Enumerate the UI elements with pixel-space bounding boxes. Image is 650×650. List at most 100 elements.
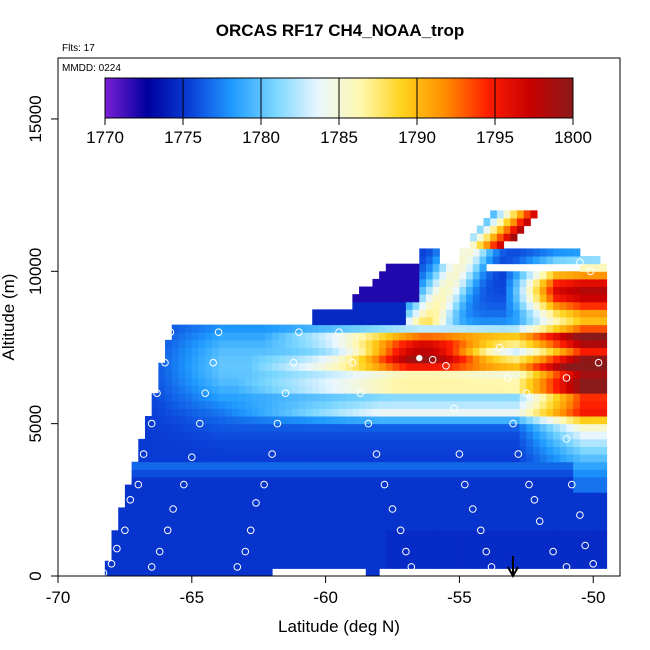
field-cell bbox=[171, 545, 179, 554]
field-cell bbox=[225, 499, 233, 508]
field-cell bbox=[499, 423, 507, 432]
field-cell bbox=[452, 438, 460, 447]
field-cell bbox=[325, 560, 333, 569]
field-cell bbox=[345, 385, 353, 394]
field-cell bbox=[486, 469, 494, 478]
field-cell bbox=[385, 355, 394, 364]
field-cell bbox=[559, 416, 567, 425]
field-cell bbox=[506, 461, 514, 470]
field-cell bbox=[399, 286, 407, 295]
field-cell bbox=[492, 530, 501, 539]
field-cell bbox=[191, 355, 199, 364]
field-cell bbox=[526, 248, 534, 257]
field-cell bbox=[272, 469, 280, 478]
field-cell bbox=[519, 256, 527, 265]
field-cell bbox=[419, 332, 427, 341]
field-cell bbox=[486, 461, 494, 470]
field-cell bbox=[339, 484, 347, 493]
field-cell bbox=[573, 271, 581, 280]
field-cell bbox=[432, 271, 440, 280]
field-cell bbox=[332, 454, 340, 463]
field-cell bbox=[466, 271, 474, 280]
field-cell bbox=[332, 492, 340, 501]
field-cell bbox=[171, 537, 179, 547]
field-cell bbox=[225, 339, 233, 348]
field-cell bbox=[198, 568, 206, 576]
field-cell bbox=[104, 568, 113, 576]
field-cell bbox=[499, 355, 507, 364]
flights-annotation: Flts: 17 bbox=[62, 43, 95, 54]
field-cell bbox=[533, 339, 541, 348]
field-cell bbox=[526, 522, 534, 531]
field-cell bbox=[385, 263, 394, 272]
field-cell bbox=[472, 431, 480, 440]
field-cell bbox=[439, 484, 447, 493]
field-cell bbox=[298, 446, 307, 455]
field-cell bbox=[352, 408, 360, 417]
field-cell bbox=[292, 476, 300, 486]
field-cell bbox=[185, 385, 193, 394]
field-cell bbox=[198, 355, 206, 364]
field-cell bbox=[566, 278, 574, 288]
field-cell bbox=[472, 408, 480, 417]
field-cell bbox=[446, 515, 454, 524]
field-cell bbox=[218, 446, 226, 455]
field-cell bbox=[459, 522, 467, 531]
field-cell bbox=[325, 324, 333, 333]
track-point bbox=[166, 328, 175, 337]
field-cell bbox=[432, 278, 440, 288]
field-cell bbox=[211, 545, 220, 554]
field-cell bbox=[452, 484, 460, 493]
field-cell bbox=[506, 446, 514, 455]
field-cell bbox=[573, 370, 581, 379]
field-cell bbox=[325, 393, 333, 402]
field-cell bbox=[265, 370, 273, 379]
field-cell bbox=[446, 317, 454, 326]
field-cell bbox=[446, 377, 454, 387]
field-cell bbox=[492, 393, 501, 402]
field-cell bbox=[238, 393, 246, 402]
field-cell bbox=[533, 545, 541, 554]
field-cell bbox=[512, 515, 521, 524]
field-cell bbox=[579, 492, 588, 501]
field-cell bbox=[372, 423, 380, 432]
field-cell bbox=[258, 484, 266, 493]
field-cell bbox=[365, 377, 373, 387]
field-cell bbox=[245, 530, 253, 539]
field-cell bbox=[399, 560, 407, 569]
field-cell bbox=[466, 362, 474, 371]
field-cell bbox=[579, 301, 588, 310]
field-cell bbox=[392, 385, 400, 394]
field-cell bbox=[165, 362, 173, 371]
field-cell bbox=[539, 507, 547, 516]
field-cell bbox=[399, 423, 407, 432]
field-cell bbox=[305, 370, 313, 379]
field-cell bbox=[365, 492, 373, 501]
field-cell bbox=[506, 271, 514, 280]
field-cell bbox=[158, 484, 166, 493]
track-point bbox=[139, 450, 148, 458]
field-cell bbox=[579, 545, 588, 554]
field-cell bbox=[332, 446, 340, 455]
field-cell bbox=[392, 507, 400, 516]
field-cell bbox=[372, 560, 380, 569]
field-cell bbox=[446, 423, 454, 432]
field-cell bbox=[539, 385, 547, 394]
field-cell bbox=[178, 355, 186, 364]
field-cell bbox=[298, 347, 307, 356]
field-cell bbox=[278, 355, 286, 364]
field-cell bbox=[225, 408, 233, 417]
field-cell bbox=[165, 560, 173, 569]
field-cell bbox=[372, 393, 380, 402]
x-tick-label: -60 bbox=[313, 588, 338, 607]
field-cell bbox=[332, 553, 340, 562]
field-cell bbox=[526, 507, 534, 516]
field-cell bbox=[479, 507, 487, 516]
field-cell bbox=[479, 484, 487, 493]
field-cell bbox=[579, 317, 588, 326]
field-cell bbox=[298, 515, 307, 524]
field-cell bbox=[379, 454, 387, 463]
field-cell bbox=[225, 530, 233, 539]
field-cell bbox=[385, 400, 394, 409]
field-cell bbox=[533, 294, 541, 303]
